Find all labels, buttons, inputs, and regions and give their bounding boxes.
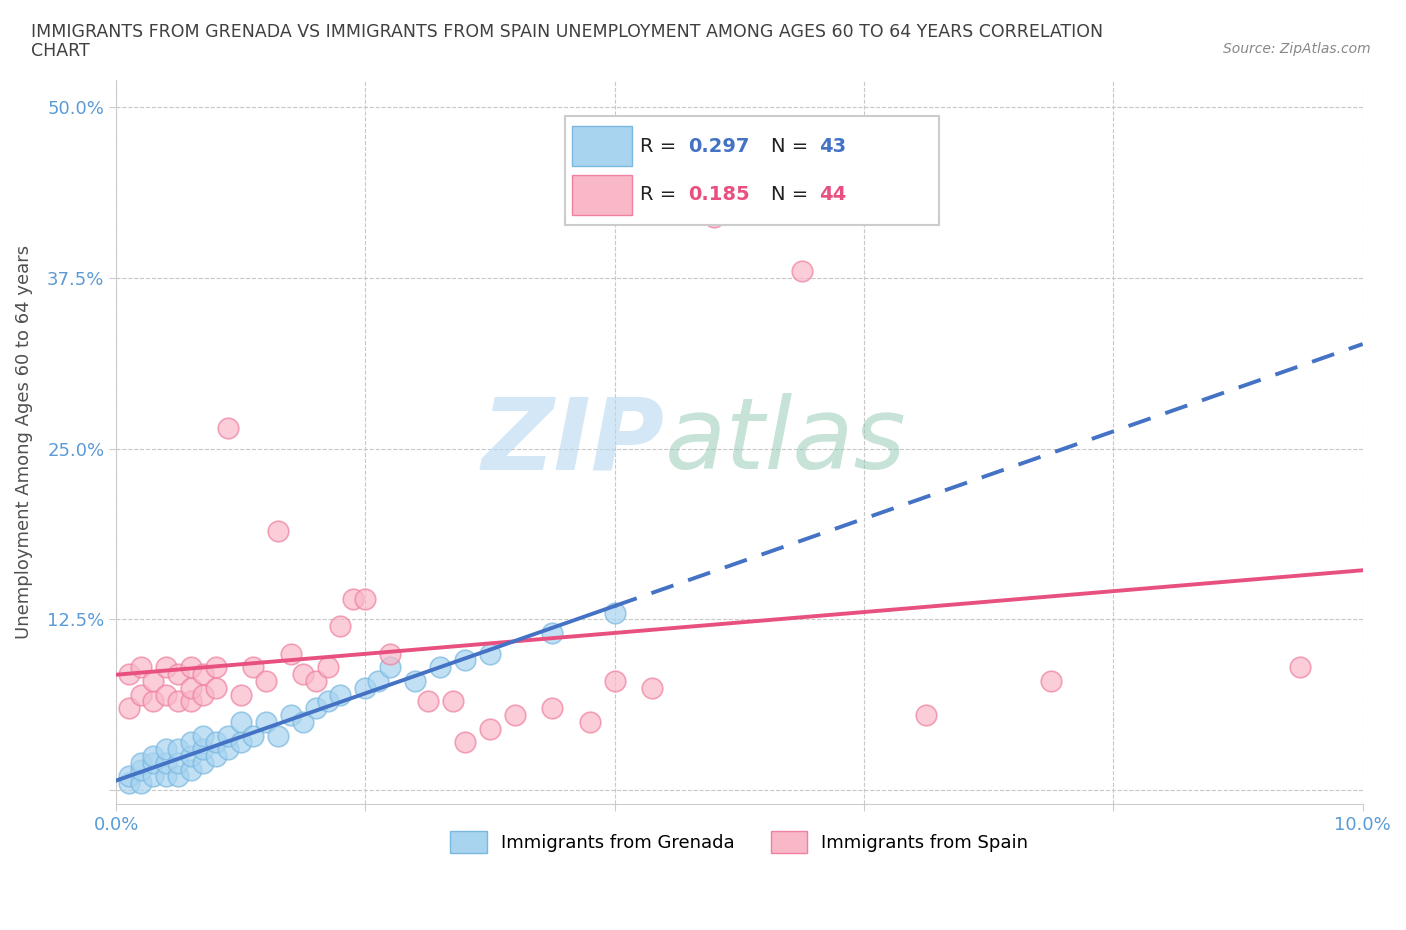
Point bbox=[915, 708, 938, 723]
Y-axis label: Unemployment Among Ages 60 to 64 years: Unemployment Among Ages 60 to 64 years bbox=[15, 245, 32, 639]
Point bbox=[193, 728, 215, 743]
Legend: Immigrants from Grenada, Immigrants from Spain: Immigrants from Grenada, Immigrants from… bbox=[443, 823, 1035, 860]
Point bbox=[1289, 659, 1312, 674]
Point bbox=[155, 742, 177, 757]
Point bbox=[155, 769, 177, 784]
Point bbox=[204, 749, 226, 764]
Point bbox=[380, 659, 402, 674]
Point bbox=[129, 687, 152, 702]
Point bbox=[193, 755, 215, 770]
Point bbox=[167, 769, 190, 784]
Point bbox=[117, 701, 139, 716]
Point bbox=[204, 680, 226, 695]
Point bbox=[380, 646, 402, 661]
Point bbox=[454, 653, 477, 668]
Point bbox=[503, 708, 526, 723]
Point bbox=[316, 694, 339, 709]
Point bbox=[304, 701, 326, 716]
Point bbox=[193, 742, 215, 757]
Point bbox=[180, 749, 202, 764]
Point bbox=[180, 763, 202, 777]
Point bbox=[129, 776, 152, 790]
Point bbox=[541, 626, 564, 641]
Point bbox=[155, 755, 177, 770]
Text: Source: ZipAtlas.com: Source: ZipAtlas.com bbox=[1223, 42, 1371, 56]
Point bbox=[204, 659, 226, 674]
Point bbox=[329, 618, 352, 633]
Point bbox=[603, 673, 626, 688]
Point bbox=[167, 742, 190, 757]
Point bbox=[155, 687, 177, 702]
Point bbox=[242, 659, 264, 674]
Text: atlas: atlas bbox=[665, 393, 907, 490]
Point bbox=[342, 591, 364, 606]
Point bbox=[254, 673, 277, 688]
Point bbox=[703, 209, 725, 224]
Point bbox=[217, 742, 239, 757]
Point bbox=[142, 694, 165, 709]
Point bbox=[117, 776, 139, 790]
Point bbox=[578, 714, 600, 729]
Point bbox=[142, 769, 165, 784]
Point bbox=[142, 749, 165, 764]
Point bbox=[129, 659, 152, 674]
Point bbox=[217, 728, 239, 743]
Point bbox=[254, 714, 277, 729]
Text: CHART: CHART bbox=[31, 42, 90, 60]
Point bbox=[429, 659, 451, 674]
Point bbox=[142, 673, 165, 688]
Point bbox=[416, 694, 439, 709]
Point bbox=[641, 680, 664, 695]
Point bbox=[167, 667, 190, 682]
Point bbox=[180, 694, 202, 709]
Point bbox=[117, 769, 139, 784]
Point bbox=[367, 673, 389, 688]
Point bbox=[329, 687, 352, 702]
Point bbox=[167, 755, 190, 770]
Point bbox=[280, 708, 302, 723]
Point bbox=[180, 659, 202, 674]
Point bbox=[454, 735, 477, 750]
Point bbox=[217, 421, 239, 436]
Point bbox=[193, 687, 215, 702]
Text: IMMIGRANTS FROM GRENADA VS IMMIGRANTS FROM SPAIN UNEMPLOYMENT AMONG AGES 60 TO 6: IMMIGRANTS FROM GRENADA VS IMMIGRANTS FR… bbox=[31, 23, 1104, 41]
Point bbox=[180, 735, 202, 750]
Point bbox=[167, 694, 190, 709]
Point bbox=[229, 714, 252, 729]
Point bbox=[229, 687, 252, 702]
Point bbox=[117, 667, 139, 682]
Point bbox=[242, 728, 264, 743]
Point bbox=[304, 673, 326, 688]
Point bbox=[129, 755, 152, 770]
Point bbox=[316, 659, 339, 674]
Point bbox=[404, 673, 426, 688]
Point bbox=[292, 667, 315, 682]
Point bbox=[142, 755, 165, 770]
Point bbox=[180, 680, 202, 695]
Point bbox=[354, 591, 377, 606]
Point bbox=[204, 735, 226, 750]
Point bbox=[267, 728, 290, 743]
Point bbox=[193, 667, 215, 682]
Point bbox=[790, 264, 813, 279]
Point bbox=[354, 680, 377, 695]
Point bbox=[155, 659, 177, 674]
Point bbox=[292, 714, 315, 729]
Point bbox=[129, 763, 152, 777]
Point bbox=[1040, 673, 1063, 688]
Point bbox=[479, 646, 502, 661]
Point bbox=[441, 694, 464, 709]
Point bbox=[541, 701, 564, 716]
Point bbox=[280, 646, 302, 661]
Point bbox=[267, 524, 290, 538]
Point bbox=[479, 722, 502, 737]
Point bbox=[229, 735, 252, 750]
Text: ZIP: ZIP bbox=[481, 393, 665, 490]
Point bbox=[603, 605, 626, 620]
